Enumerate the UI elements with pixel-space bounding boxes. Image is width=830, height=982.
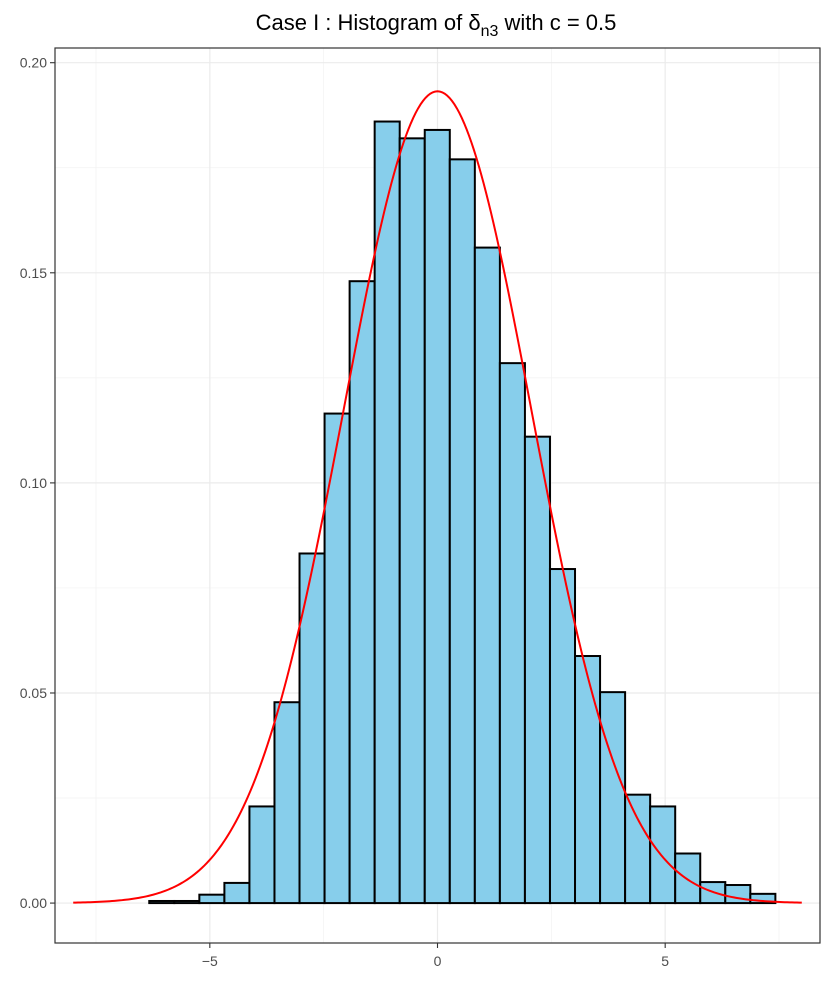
histogram-bar: [373, 120, 401, 905]
histogram-bar: [574, 655, 602, 905]
histogram-bar: [273, 701, 301, 905]
y-tick-label: 0.10: [20, 475, 47, 491]
chart-title-prefix: Case I : Histogram of: [256, 10, 469, 35]
histogram-bar: [248, 805, 276, 905]
histogram-bar: [223, 881, 251, 905]
histogram-bar: [523, 435, 551, 905]
histogram-bar: [148, 899, 176, 905]
chart-title-subscript: n3: [481, 23, 499, 40]
histogram-bar: [649, 805, 677, 905]
histogram-bar: [674, 852, 702, 905]
chart-title-symbol: δ: [468, 10, 480, 35]
histogram-bar: [749, 892, 777, 905]
histogram-bar: [398, 137, 426, 905]
histogram-bar: [173, 899, 201, 905]
y-tick-label: 0.00: [20, 895, 47, 911]
histogram-bar: [448, 158, 476, 905]
y-tick-label: 0.05: [20, 685, 47, 701]
histogram-bar: [323, 412, 351, 905]
density-curve: [73, 90, 802, 904]
x-tick-label: −5: [202, 953, 218, 969]
chart-title-suffix: with c = 0.5: [498, 10, 616, 35]
histogram-bar: [624, 793, 652, 905]
histogram-bars: [148, 120, 777, 905]
histogram-bar: [348, 280, 376, 905]
histogram-bar: [498, 362, 526, 905]
histogram-bar: [548, 568, 577, 905]
x-tick-label: 0: [434, 953, 442, 969]
histogram-bar: [599, 691, 627, 905]
y-tick-label: 0.15: [20, 265, 47, 281]
axes: −5 0 5 0.00 0.05 0.10 0.15 0.20: [20, 55, 670, 969]
histogram-bar: [423, 128, 451, 905]
histogram-bar: [473, 246, 501, 905]
x-tick-label: 5: [661, 953, 669, 969]
y-tick-label: 0.20: [20, 55, 47, 71]
histogram-bar: [198, 893, 226, 905]
chart-title: Case I : Histogram of δn3 with c = 0.5: [256, 10, 617, 40]
